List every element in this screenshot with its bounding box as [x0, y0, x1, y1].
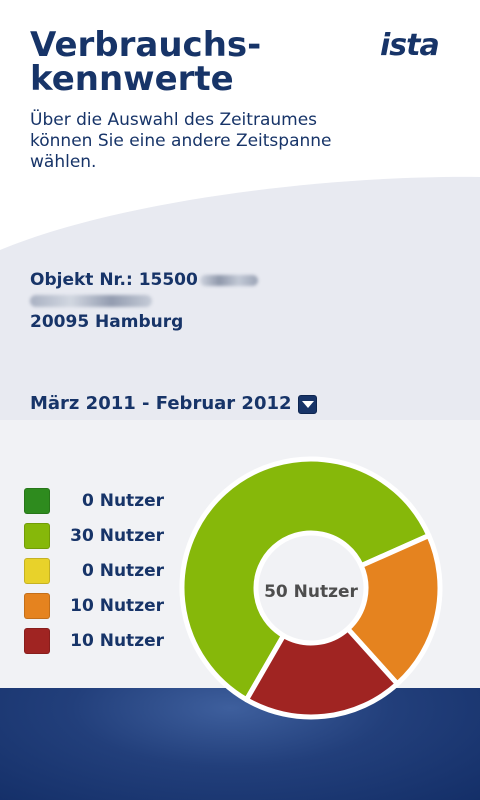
object-number: Objekt Nr.: 15500 [30, 270, 198, 290]
legend-label: 10 Nutzer [70, 596, 164, 616]
legend-item: 10 Nutzer [24, 593, 164, 619]
footer-band [0, 688, 480, 800]
legend-label: 0 Nutzer [81, 561, 164, 581]
legend-item: 0 Nutzer [24, 488, 164, 514]
legend-label: 30 Nutzer [70, 526, 164, 546]
legend-label: 0 Nutzer [81, 491, 164, 511]
dropdown-arrow-icon[interactable] [297, 394, 317, 414]
redacted-object-number [199, 274, 258, 286]
object-info-background [0, 176, 480, 435]
legend-item: 10 Nutzer [24, 628, 164, 654]
legend-swatch [24, 628, 50, 654]
legend-swatch [24, 558, 50, 584]
page-title: Verbrauchs- kennwerte [30, 28, 261, 96]
object-city: 20095 Hamburg [30, 312, 184, 332]
period-selector[interactable]: März 2011 - Februar 2012 [30, 392, 317, 416]
page-title-line1: Verbrauchs- [30, 25, 262, 65]
usage-donut-chart: 50 Nutzer [179, 456, 443, 720]
legend-item: 30 Nutzer [24, 523, 164, 549]
donut-center-label: 50 Nutzer [264, 582, 358, 602]
legend-item: 0 Nutzer [24, 558, 164, 584]
donut-slice [244, 626, 400, 720]
object-info: Objekt Nr.: 15500 20095 Hamburg [30, 270, 258, 333]
donut-slice [345, 533, 443, 687]
legend-swatch [24, 593, 50, 619]
ista-logo: ista [380, 28, 440, 63]
period-label: März 2011 - Februar 2012 [30, 393, 292, 414]
donut-slice [179, 456, 432, 703]
legend-label: 10 Nutzer [70, 631, 164, 651]
intro-text: Über die Auswahl des Zeitraumes können S… [30, 110, 332, 172]
legend-swatch [24, 488, 50, 514]
page-title-line2: kennwerte [30, 59, 234, 99]
legend-swatch [24, 523, 50, 549]
redacted-street [30, 295, 152, 307]
